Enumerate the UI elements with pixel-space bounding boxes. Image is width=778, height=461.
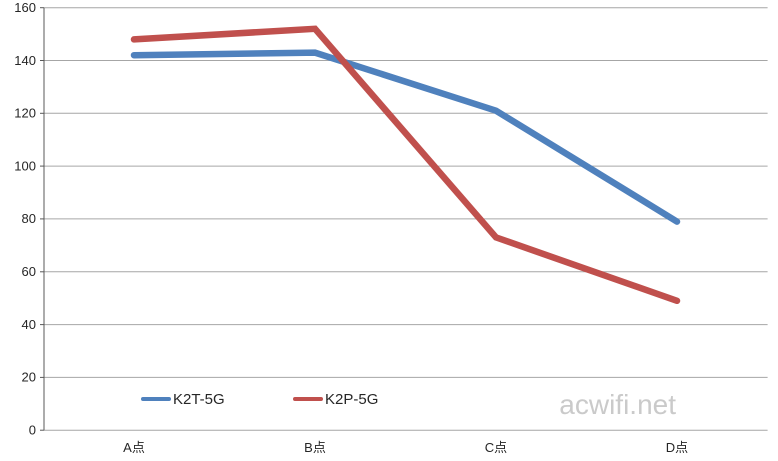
svg-text:20: 20 bbox=[22, 370, 36, 385]
svg-text:K2T-5G: K2T-5G bbox=[173, 391, 225, 408]
svg-text:B点: B点 bbox=[304, 440, 326, 455]
svg-text:0: 0 bbox=[29, 423, 36, 438]
svg-text:A点: A点 bbox=[123, 440, 145, 455]
svg-text:acwifi.net: acwifi.net bbox=[559, 389, 676, 420]
svg-text:100: 100 bbox=[14, 158, 36, 173]
svg-text:80: 80 bbox=[22, 211, 36, 226]
svg-text:D点: D点 bbox=[666, 440, 688, 455]
svg-text:140: 140 bbox=[14, 53, 36, 68]
svg-text:60: 60 bbox=[22, 264, 36, 279]
svg-text:120: 120 bbox=[14, 106, 36, 121]
svg-text:K2P-5G: K2P-5G bbox=[325, 391, 378, 408]
svg-text:40: 40 bbox=[22, 317, 36, 332]
svg-text:160: 160 bbox=[14, 0, 36, 15]
svg-text:C点: C点 bbox=[485, 440, 507, 455]
